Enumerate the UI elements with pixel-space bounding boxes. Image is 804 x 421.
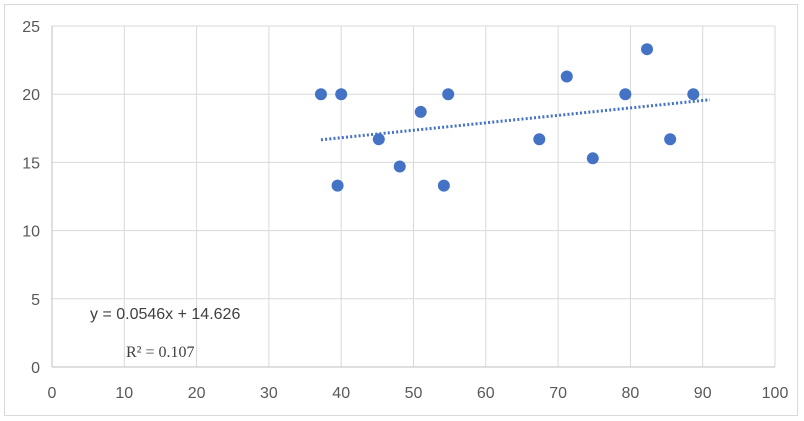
- data-point: [437, 179, 450, 192]
- data-point: [619, 88, 632, 101]
- x-tick-label: 40: [332, 385, 350, 402]
- x-tick-label: 80: [622, 385, 640, 402]
- x-tick-labels: 0 10 20 30 40 50 60 70 80 90 100: [48, 385, 789, 402]
- gridlines: [52, 25, 776, 367]
- y-tick-label: 25: [22, 19, 40, 36]
- data-point: [335, 88, 348, 101]
- x-tick-label: 100: [762, 385, 789, 402]
- data-points: [314, 43, 700, 192]
- data-point: [664, 133, 677, 146]
- x-tick-label: 50: [405, 385, 423, 402]
- y-tick-label: 5: [31, 292, 40, 309]
- data-point: [442, 88, 455, 101]
- data-point: [641, 43, 654, 56]
- data-point: [393, 160, 406, 173]
- data-point: [586, 152, 599, 165]
- data-point: [687, 88, 700, 101]
- y-tick-label: 15: [22, 155, 40, 172]
- x-tick-label: 30: [260, 385, 278, 402]
- axes: [51, 26, 775, 368]
- y-tick-label: 20: [22, 87, 40, 104]
- r-squared-label: R² = 0.107: [126, 344, 195, 361]
- y-tick-label: 10: [22, 224, 40, 241]
- data-point: [533, 133, 546, 146]
- data-point: [372, 133, 385, 146]
- data-point: [314, 88, 327, 101]
- y-tick-label: 0: [31, 360, 40, 377]
- data-point: [331, 179, 344, 192]
- chart-frame: [4, 4, 798, 416]
- x-tick-label: 60: [477, 385, 495, 402]
- y-tick-labels: 0 5 10 15 20 25: [22, 19, 40, 377]
- trendline-equation: y = 0.0546x + 14.626: [90, 306, 240, 323]
- data-point: [414, 105, 427, 118]
- x-tick-label: 20: [188, 385, 206, 402]
- x-tick-label: 0: [48, 385, 57, 402]
- data-point: [560, 70, 573, 83]
- x-tick-label: 90: [694, 385, 712, 402]
- x-tick-label: 70: [549, 385, 567, 402]
- x-tick-label: 10: [115, 385, 133, 402]
